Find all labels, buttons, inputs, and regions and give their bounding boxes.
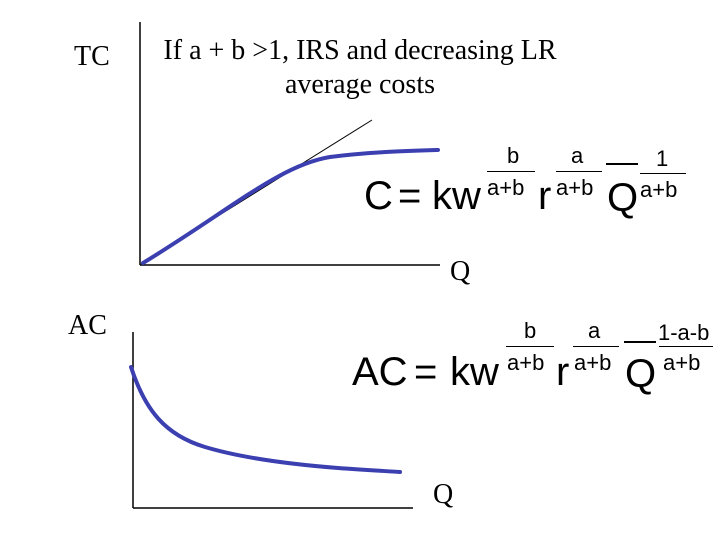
eq1-lhs: C [364, 174, 393, 218]
bottom-q-axis-label: Q [433, 479, 454, 510]
eq1-exp-w-den: a+b [487, 175, 525, 200]
eq2-r: r [556, 350, 570, 394]
eq1-exp-r-den: a+b [556, 175, 594, 200]
eq2-exp-q-den: a+b [663, 350, 701, 375]
eq1-kw: kw [432, 174, 481, 218]
eq2-equals: = [414, 350, 438, 394]
eq2-lhs: AC [352, 350, 408, 394]
tc-curve [141, 148, 440, 265]
ac-curve [129, 365, 402, 474]
ac-axis-label: AC [68, 310, 107, 341]
eq1-exp-r-bar [556, 171, 602, 172]
eq2-exp-w-den: a+b [507, 350, 545, 375]
eq2-exp-q-num: 1-a-b [658, 320, 710, 345]
eq1-exp-w-num: b [507, 143, 520, 168]
eq2-exp-r-num: a [588, 318, 601, 343]
tc-axis-label: TC [74, 41, 110, 72]
title-line-1: If a + b >1, IRS and decreasing LR [163, 35, 557, 66]
title-line-2: average costs [284, 69, 436, 100]
eq2-q-bar [624, 341, 656, 343]
eq1-r: r [538, 174, 552, 218]
eq2-exp-r-bar [573, 346, 619, 347]
eq1-exp-q-num: 1 [656, 146, 669, 171]
eq2-exp-r-den: a+b [574, 350, 612, 375]
eq1-equals: = [398, 174, 422, 218]
eq1-exp-q-bar [640, 173, 686, 174]
slide-title: If a + b >1, IRS and decreasing LR avera… [163, 34, 556, 102]
eq2-exp-w-num: b [524, 318, 537, 343]
top-q-axis-label: Q [450, 256, 471, 287]
eq1-exp-q-den: a+b [640, 177, 678, 202]
eq1-exp-w-bar [487, 171, 535, 172]
eq2-kw: kw [450, 350, 499, 394]
eq2-exp-q-bar [659, 346, 713, 347]
eq2-q: Q [625, 352, 657, 396]
eq1-q-bar [606, 163, 638, 165]
eq1-exp-r-num: a [571, 143, 584, 168]
eq2-exp-w-bar [506, 346, 554, 347]
eq1-q: Q [607, 176, 639, 220]
